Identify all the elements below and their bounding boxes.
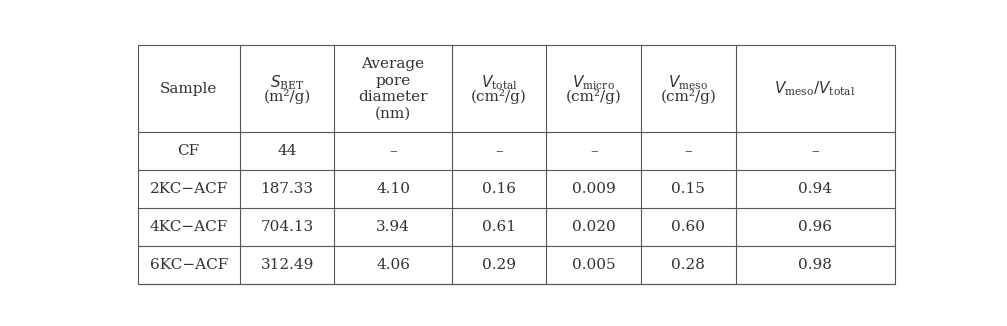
Text: 3.94: 3.94 [377,220,410,234]
Text: 4.06: 4.06 [376,258,410,272]
Text: –: – [495,144,502,158]
Text: $V_{\mathregular{meso}}/V_{\mathregular{total}}$: $V_{\mathregular{meso}}/V_{\mathregular{… [774,80,856,98]
Text: 0.98: 0.98 [799,258,832,272]
Text: CF: CF [177,144,199,158]
Text: 0.94: 0.94 [799,182,832,196]
Text: –: – [390,144,397,158]
Text: 0.60: 0.60 [672,220,705,234]
Text: (cm²/g): (cm²/g) [661,89,716,104]
Text: 4KC−ACF: 4KC−ACF [150,220,228,234]
Text: 0.16: 0.16 [482,182,516,196]
Text: 0.009: 0.009 [572,182,615,196]
Text: 0.61: 0.61 [482,220,516,234]
Text: 187.33: 187.33 [261,182,313,196]
Text: 44: 44 [277,144,297,158]
Text: 312.49: 312.49 [261,258,314,272]
Text: –: – [590,144,597,158]
Text: –: – [812,144,819,158]
Text: 4.10: 4.10 [376,182,410,196]
Text: $V_{\mathregular{meso}}$: $V_{\mathregular{meso}}$ [669,74,708,92]
Text: 6KC−ACF: 6KC−ACF [150,258,228,272]
Text: Average
pore
diameter
(nm): Average pore diameter (nm) [358,57,428,121]
Text: 704.13: 704.13 [261,220,314,234]
Text: $V_{\mathregular{micro}}$: $V_{\mathregular{micro}}$ [572,74,615,92]
Text: 0.020: 0.020 [572,220,615,234]
Text: (cm²/g): (cm²/g) [471,89,527,104]
Text: Sample: Sample [160,82,218,96]
Text: (m²/g): (m²/g) [264,89,311,104]
Text: –: – [685,144,692,158]
Text: 0.96: 0.96 [799,220,832,234]
Text: 2KC−ACF: 2KC−ACF [150,182,228,196]
Text: 0.28: 0.28 [672,258,705,272]
Text: (cm²/g): (cm²/g) [566,89,621,104]
Text: 0.005: 0.005 [572,258,615,272]
Text: $V_{\mathregular{total}}$: $V_{\mathregular{total}}$ [480,74,518,92]
Text: $S_{\mathregular{BET}}$: $S_{\mathregular{BET}}$ [270,74,304,92]
Text: 0.15: 0.15 [672,182,705,196]
Text: 0.29: 0.29 [482,258,516,272]
